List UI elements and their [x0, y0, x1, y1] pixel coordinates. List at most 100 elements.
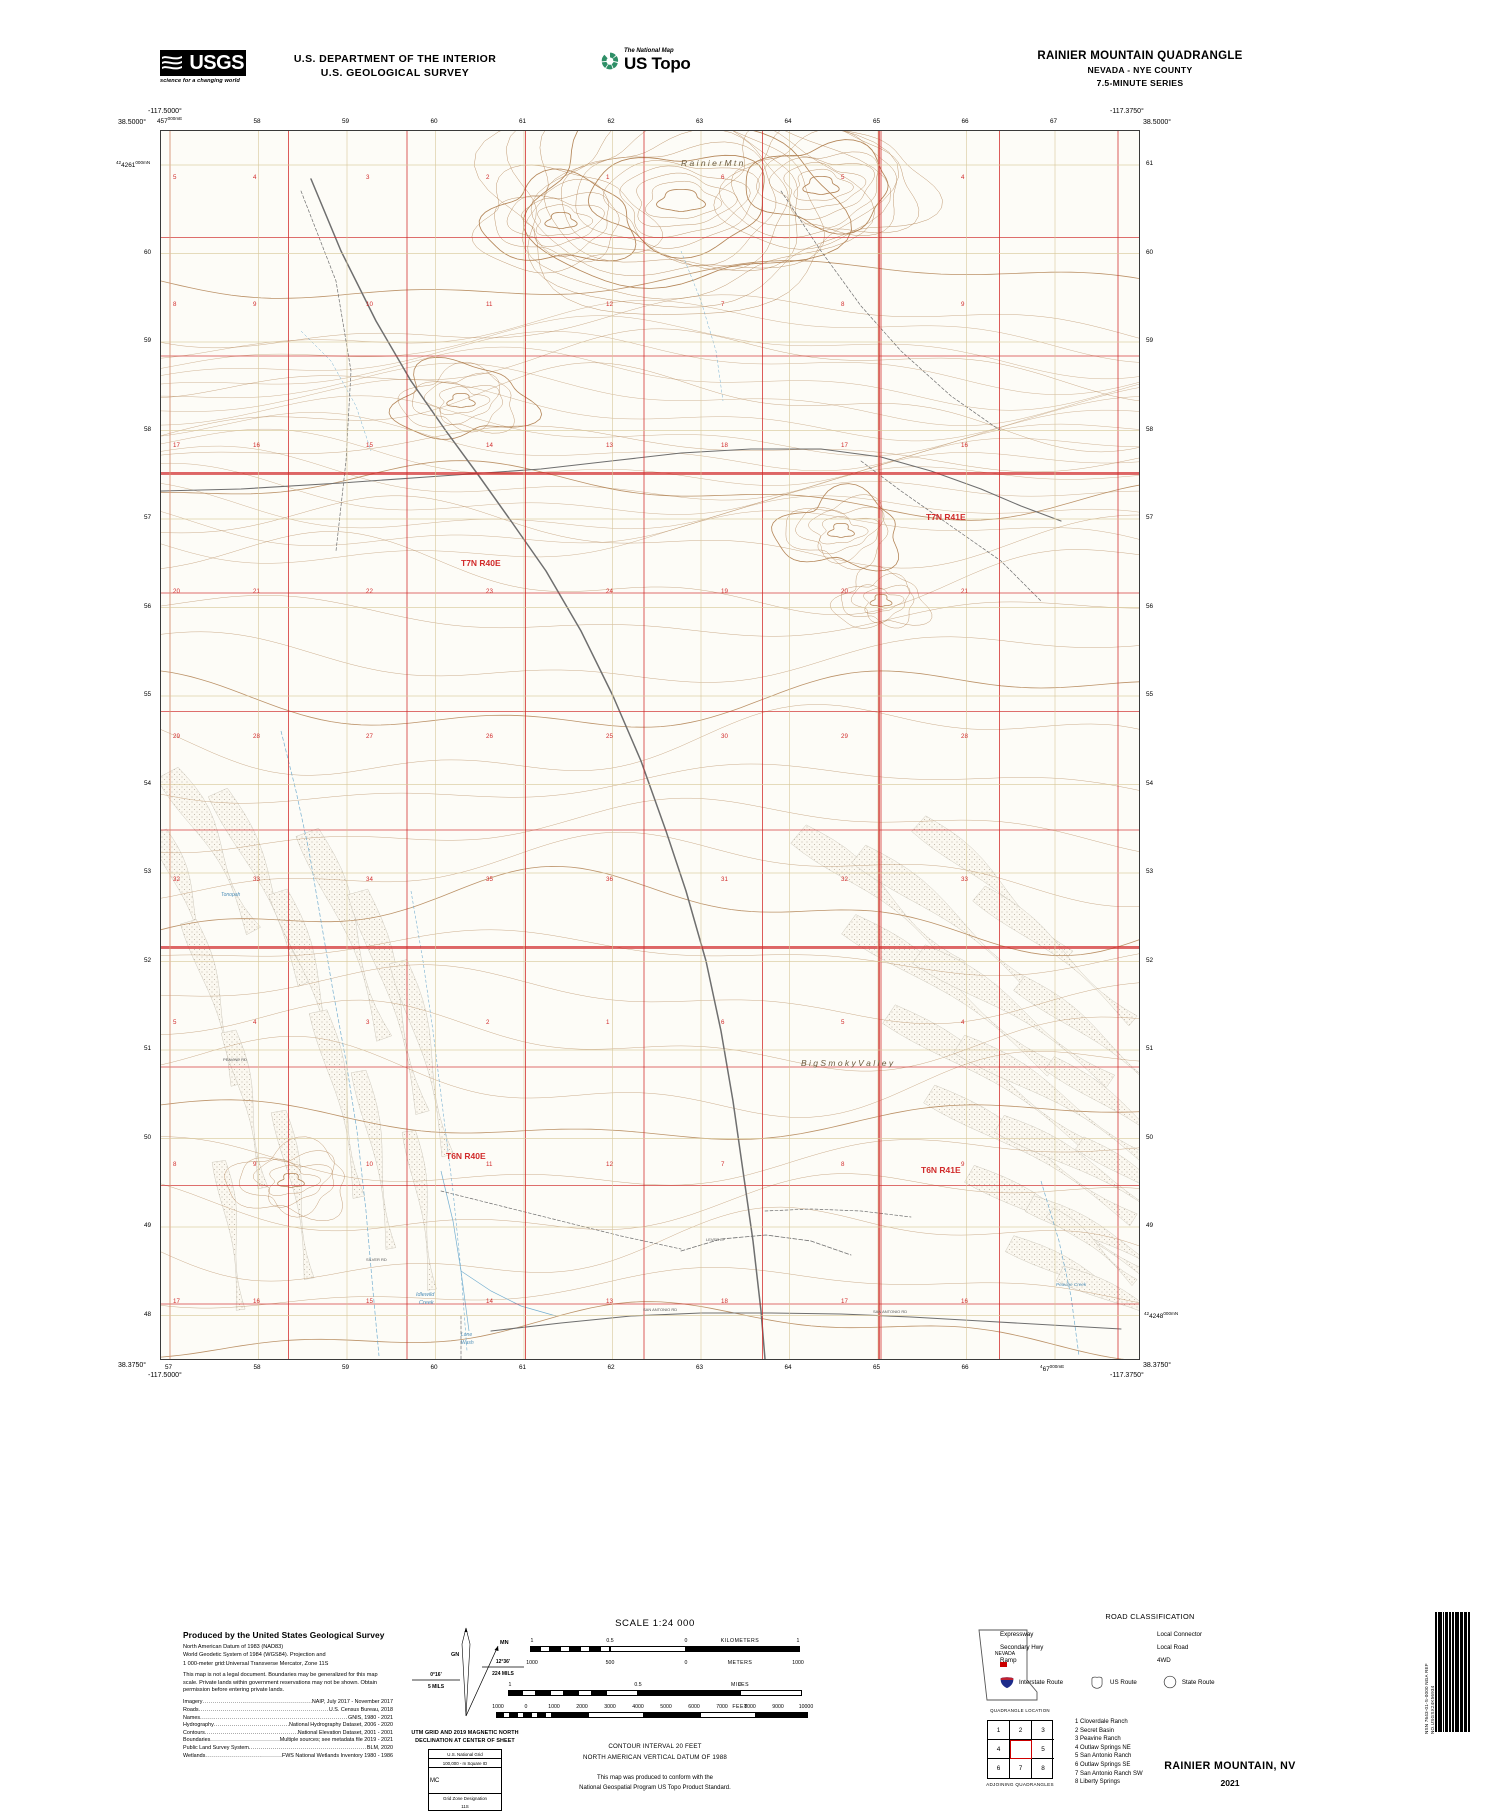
adjoining-quad-cell-7[interactable]: 7: [1010, 1759, 1032, 1778]
road-class-label: Local Connector: [1157, 1631, 1203, 1638]
scale-tick-label: 1: [530, 1638, 534, 1644]
scale-title: SCALE 1:24 000: [615, 1618, 695, 1629]
adjoining-quad-list-item: 1 Cloverdale Ranch: [1075, 1719, 1128, 1725]
scale-bar-segment: [638, 1690, 740, 1696]
bottom-quad-name: RAINIER MOUNTAIN, NV: [1164, 1760, 1296, 1772]
utm-easting-label: 63: [696, 1364, 704, 1371]
utm-northing-label: 53: [1146, 868, 1154, 875]
usgs-wordmark-text: USGS: [189, 51, 244, 74]
corner-ne-latitude: 38.5000°: [1143, 119, 1172, 126]
utm-easting-label: 62: [607, 118, 615, 125]
utm-northing-label: 55: [1146, 691, 1154, 698]
utm-easting-label: 62: [607, 1364, 615, 1371]
adjoining-quad-cell-6[interactable]: 6: [988, 1759, 1010, 1778]
scale-bar-segment: [700, 1712, 756, 1718]
utm-northing-label-first: 424261000mN: [116, 160, 151, 170]
utm-easting-label: 64: [784, 118, 792, 125]
us-topo-logo: The National Map US Topo: [600, 48, 720, 73]
scale-bar-segment: [536, 1690, 550, 1696]
scale-bar-segment: [610, 1646, 686, 1652]
data-source-row: Names...................................…: [183, 1714, 393, 1721]
scale-bar-segment: [578, 1690, 592, 1696]
barcode-bar: [1450, 1612, 1451, 1732]
adjoining-quad-list-item: 2 Secret Basin: [1075, 1727, 1115, 1734]
map-body[interactable]: 5 4 3 2 1 6 5 4 8 9 10 11 12 7 8 9 17 16 15 14 13 18 17 16 20 21 2…: [116, 116, 1178, 1373]
map-canvas[interactable]: 5 4 3 2 1 6 5 4 8 9 10 11 12 7 8 9 17 16 15 14 13 18 17 16 20 21 2…: [161, 131, 1139, 1359]
section-number: 10: [366, 1161, 373, 1168]
map-neatline[interactable]: 5 4 3 2 1 6 5 4 8 9 10 11 12 7 8 9 17 16 15 14 13 18 17 16 20 21 2…: [160, 130, 1140, 1360]
utm-easting-label: 58: [253, 1364, 261, 1371]
usgs-tagline: science for a changing world: [160, 78, 240, 84]
map-place-label: LEVER LP: [706, 1237, 725, 1242]
section-number: 9: [961, 1161, 965, 1168]
utm-easting-label: 60: [430, 1364, 438, 1371]
adjoining-quad-cell-2[interactable]: 2: [1010, 1721, 1032, 1740]
scale-bar-segment: [510, 1712, 517, 1718]
scale-bar-segment: [524, 1712, 531, 1718]
section-number: 6: [721, 174, 725, 181]
utm-northing-label: 54: [1146, 779, 1154, 787]
scale-bar: 1 0.5 0 MILES: [490, 1682, 820, 1704]
conformance-line-2: National Geospatial Program US Topo Prod…: [579, 1785, 731, 1791]
utm-northing-label: 54: [144, 779, 152, 787]
scale-bar-segment: [550, 1646, 560, 1652]
section-number: 21: [253, 588, 260, 595]
utm-easting-label: 61: [519, 118, 527, 125]
section-number: 5: [841, 174, 845, 181]
scale-bar-segment: [564, 1690, 578, 1696]
data-source-row: Boundaries..............................…: [183, 1737, 393, 1744]
road-class-label: 4WD: [1157, 1657, 1171, 1664]
adjoining-quad-cell-1[interactable]: 1: [988, 1721, 1010, 1740]
section-number: 13: [606, 1298, 613, 1305]
usng-subtitle: 100,000 - m Square ID: [429, 1759, 501, 1768]
utm-northing-label: 50: [144, 1133, 152, 1141]
scale-tick-label: 2000: [576, 1704, 588, 1710]
corner-sw-latitude: 38.3750°: [118, 1362, 147, 1369]
adjoining-quad-cell-8[interactable]: 8: [1041, 1765, 1045, 1772]
state-route-label: State Route: [1181, 1678, 1215, 1686]
utm-easting-label: 57: [165, 1364, 173, 1371]
map-place-label: Wash: [461, 1340, 474, 1346]
utm-easting-label: 59: [342, 118, 350, 125]
section-number: 12: [606, 1161, 613, 1168]
usng-box: U.S. National Grid 100,000 - m Square ID…: [428, 1749, 502, 1811]
adjoining-quad-cell-3[interactable]: 3: [1032, 1721, 1054, 1740]
interstate-route-symbol-item: Interstate Route: [1000, 1676, 1063, 1689]
interstate-route-label: Interstate Route: [1019, 1678, 1064, 1686]
road-class-right-column: Local Connector Local Road 4WD: [1157, 1628, 1300, 1667]
utm-northing-label: 55: [144, 691, 152, 698]
section-number: 8: [841, 301, 845, 308]
bottom-title-block: RAINIER MOUNTAIN, NV 2021: [1080, 1760, 1380, 1788]
utm-easting-label: 67: [1050, 118, 1058, 125]
section-number: 4: [961, 1019, 965, 1026]
adjoining-quad-cell-center[interactable]: [1010, 1740, 1032, 1759]
map-place-label: Creek: [419, 1300, 434, 1306]
scale-bar-segment: [508, 1690, 522, 1696]
section-number: 6: [721, 1019, 725, 1026]
section-number: 29: [173, 733, 180, 740]
scale-bar-segment: [503, 1712, 510, 1718]
usng-zone-label: Grid Zone Designation: [443, 1795, 487, 1801]
scale-bar-segment: [552, 1712, 588, 1718]
corner-sw-longitude: -117.5000°: [148, 1372, 182, 1379]
scale-bar-segment: [560, 1646, 570, 1652]
section-number: 20: [841, 588, 848, 595]
barcode-bar: [1441, 1612, 1443, 1732]
adjoining-quad-cell-4[interactable]: 4: [988, 1740, 1010, 1759]
adjoining-quad-cell-5[interactable]: 5: [1032, 1740, 1054, 1759]
scale-tick-label: 3000: [604, 1704, 616, 1710]
contour-interval-2: NORTH AMERICAN VERTICAL DATUM OF 1988: [582, 1754, 727, 1761]
map-place-label: SAN ANTONIO RD: [873, 1309, 907, 1314]
section-number: 3: [366, 174, 370, 181]
section-number: 19: [721, 588, 728, 595]
section-number: 17: [841, 1298, 848, 1305]
corner-nw-longitude: -117.5000°: [148, 108, 182, 115]
utm-northing-label: 59: [144, 337, 152, 344]
scale-bar-segment: [538, 1712, 545, 1718]
scale-unit-label: KILOMETERS: [720, 1638, 760, 1644]
adjoining-quad-list-item: 6 Outlaw Springs SE: [1075, 1761, 1131, 1768]
section-number: 16: [961, 442, 968, 449]
